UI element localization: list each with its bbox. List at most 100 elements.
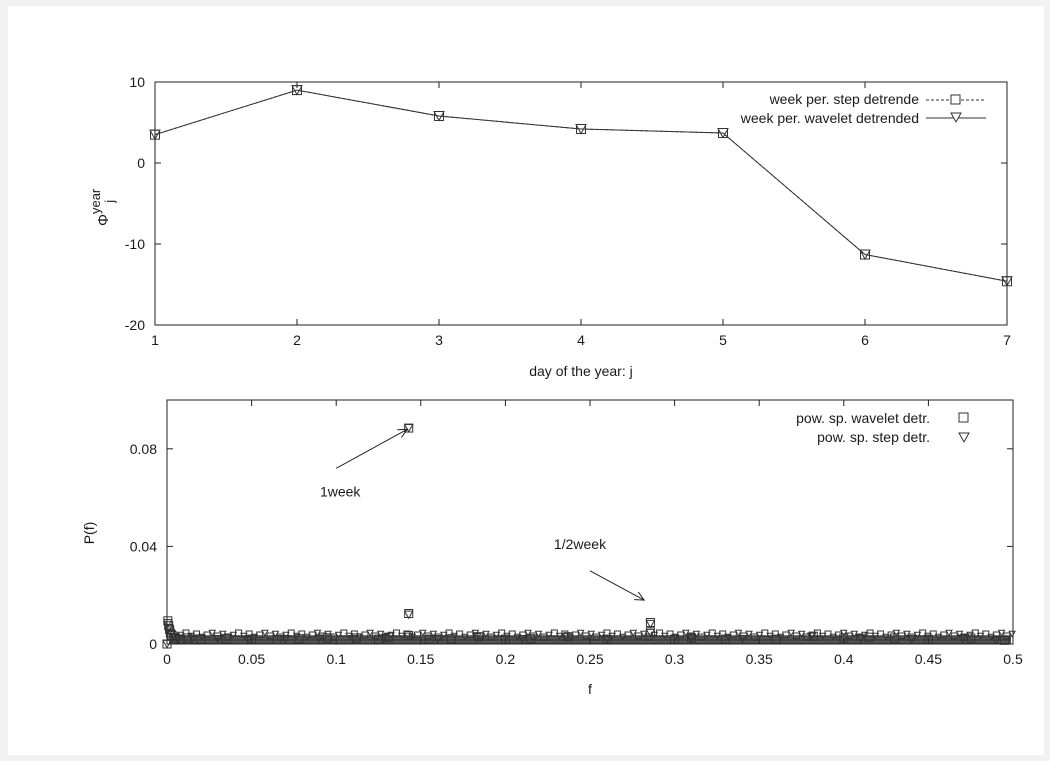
noise-marker-triangle [229, 631, 238, 639]
bottom-marker-triangle [517, 635, 528, 644]
noise-marker-square [329, 633, 337, 641]
legend-marker-square-bottom [958, 412, 969, 423]
top-series-line [154, 89, 1008, 282]
noise-marker-square [845, 632, 853, 640]
bottom-marker-triangle [645, 628, 656, 638]
bottom-marker-triangle [957, 634, 968, 644]
bottom-marker-square [384, 632, 394, 642]
noise-marker-triangle [703, 631, 711, 639]
top-marker-triangle [859, 249, 871, 261]
annotation-label: 1week [320, 483, 361, 499]
top-marker-triangle [291, 85, 303, 96]
bottom-marker-square [526, 634, 536, 644]
noise-marker-square [487, 633, 495, 641]
bottom-marker-triangle [162, 619, 173, 628]
noise-marker-square [592, 633, 600, 641]
noise-marker-square [961, 633, 969, 641]
noise-marker-triangle [282, 631, 290, 639]
noise-marker-triangle [682, 629, 690, 637]
noise-marker-triangle [660, 632, 669, 640]
bottom-marker-triangle [806, 632, 817, 642]
annotation-arrow-head [397, 428, 409, 438]
noise-marker-square [750, 633, 758, 641]
bottom-x-tick-label: 0 [163, 651, 171, 667]
noise-marker-triangle [461, 633, 469, 641]
noise-marker-triangle [418, 629, 427, 637]
bottom-marker-square [446, 634, 456, 644]
top-series-markers [149, 85, 1013, 287]
noise-marker-square [940, 631, 948, 639]
noise-marker-triangle [545, 631, 553, 639]
top-ticks: 1 2 3 4 5 6 7 10 0 -10 -20 [125, 74, 1011, 348]
noise-marker-triangle [187, 632, 196, 640]
bottom-marker-square [424, 634, 434, 644]
noise-marker-triangle [871, 632, 880, 640]
noise-marker-triangle [892, 629, 901, 637]
noise-marker-triangle [766, 632, 774, 640]
noise-marker-triangle [534, 630, 543, 638]
noise-marker-square [414, 631, 422, 639]
noise-marker-triangle [366, 629, 375, 637]
bottom-marker-square [182, 633, 192, 643]
noise-marker-triangle [934, 633, 943, 641]
top-y-tick-label: -10 [125, 236, 145, 252]
bottom-marker-square [247, 634, 257, 644]
bottom-marker-square [221, 634, 231, 644]
noise-marker-triangle [587, 630, 596, 638]
bottom-marker-triangle [737, 635, 748, 644]
bottom-x-tick-label: 0.45 [915, 651, 942, 667]
bottom-marker-square [374, 634, 383, 644]
bottom-y-tick-label: 0.04 [130, 538, 157, 554]
top-marker-triangle [1001, 276, 1013, 287]
bottom-x-tick-label: 0.25 [576, 651, 603, 667]
noise-marker-square [834, 631, 842, 639]
bottom-marker-triangle [212, 635, 223, 644]
bottom-y-tick-label: 0 [149, 636, 157, 652]
noise-marker-triangle [797, 630, 806, 638]
noise-marker-square [519, 631, 527, 639]
annotation-label: 1/2week [554, 536, 607, 552]
bottom-noise-band [169, 629, 1016, 644]
noise-marker-triangle [271, 630, 280, 638]
bottom-x-tick-label: 0.3 [665, 651, 685, 667]
top-y-tick-label: 10 [129, 74, 145, 90]
noise-marker-triangle [713, 632, 722, 640]
legend-marker-triangle-bottom [958, 432, 970, 444]
bottom-marker-triangle [645, 619, 656, 629]
bottom-x-tick-label: 0.4 [834, 651, 854, 667]
noise-marker-triangle [924, 632, 932, 640]
noise-marker-triangle [208, 629, 217, 637]
top-y-tick-label: -20 [125, 317, 145, 333]
top-y-tick-label: 0 [137, 155, 145, 171]
noise-marker-triangle [776, 633, 785, 641]
noise-marker-triangle [787, 629, 795, 637]
bottom-x-tick-label: 0.15 [407, 651, 434, 667]
bottom-marker-triangle [166, 630, 177, 639]
bottom-marker-square [771, 634, 781, 644]
svg-text:Φyearj: Φyearj [88, 188, 117, 226]
bottom-marker-triangle [403, 423, 414, 433]
legend-label-wavelet-detr: pow. sp. wavelet detr. [796, 410, 930, 426]
noise-marker-square [540, 633, 548, 641]
noise-marker-square [635, 632, 643, 640]
noise-marker-square [887, 631, 895, 639]
bottom-marker-triangle [314, 634, 325, 644]
noise-marker-triangle [976, 632, 985, 640]
noise-marker-square [624, 631, 632, 639]
bottom-series-markers [162, 423, 1010, 649]
noise-marker-triangle [839, 629, 848, 637]
bottom-marker-square [1000, 635, 1010, 645]
noise-marker-triangle [429, 630, 438, 638]
legend-label-step-detr: pow. sp. step detr. [817, 429, 930, 445]
noise-marker-square [950, 632, 958, 640]
noise-marker-triangle [618, 633, 627, 641]
noise-marker-triangle [881, 633, 890, 641]
noise-marker-square [529, 632, 537, 640]
bottom-marker-triangle [378, 634, 389, 644]
noise-marker-square [435, 633, 443, 641]
bottom-annotations: 1week 1/2week [320, 428, 646, 601]
noise-marker-triangle [966, 631, 974, 639]
noise-marker-square [992, 631, 1000, 639]
noise-marker-square [319, 632, 327, 640]
bottom-marker-triangle [348, 635, 358, 644]
